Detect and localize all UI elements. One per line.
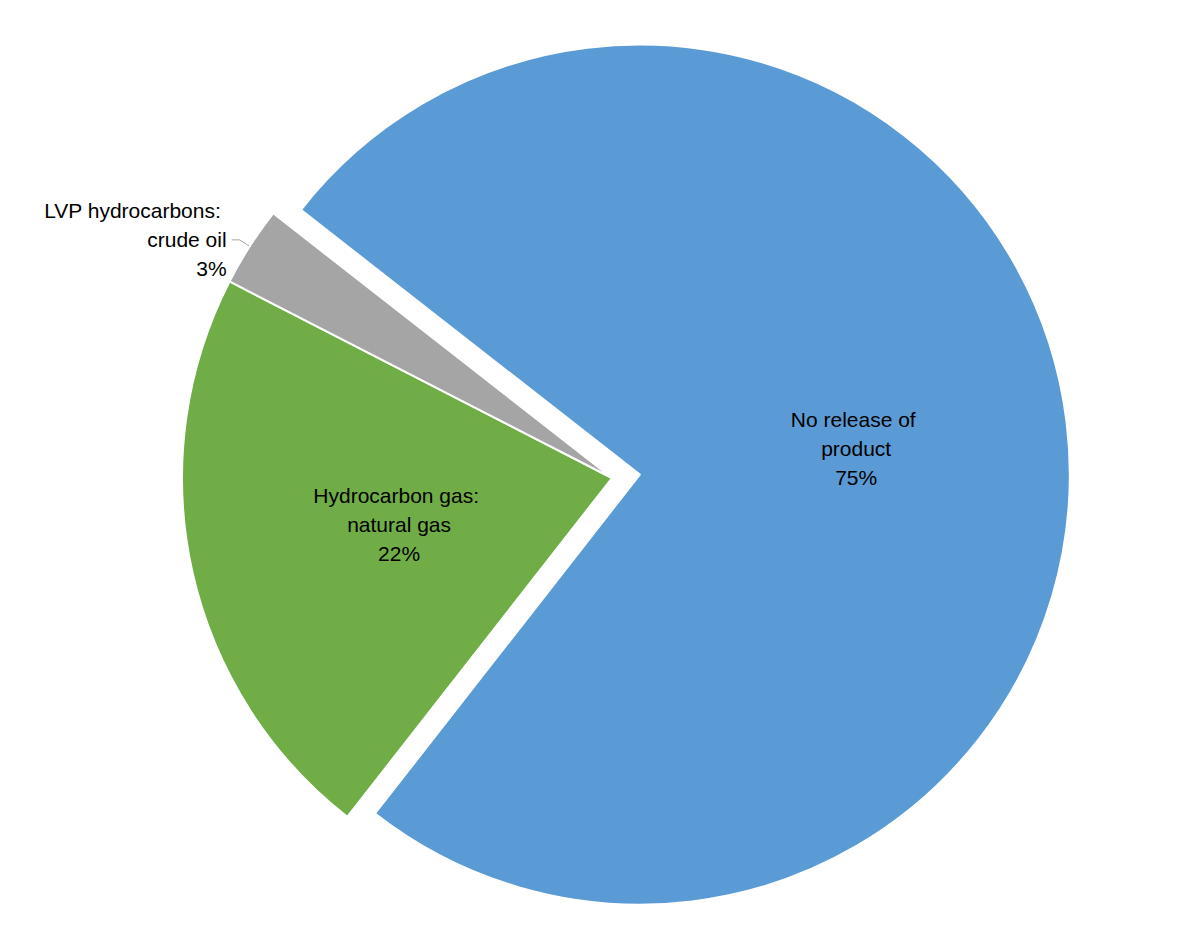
svg-text:product: product (821, 437, 891, 460)
svg-text:LVP hydrocarbons:: LVP hydrocarbons: (44, 199, 227, 222)
svg-text:crude oil: crude oil (147, 228, 226, 251)
svg-text:natural gas: natural gas (347, 513, 451, 536)
svg-text:No release of: No release of (791, 408, 922, 431)
svg-text:75%: 75% (835, 466, 877, 489)
svg-text:Hydrocarbon gas:: Hydrocarbon gas: (313, 484, 485, 507)
svg-text:22%: 22% (378, 542, 420, 565)
svg-text:3%: 3% (196, 257, 226, 280)
